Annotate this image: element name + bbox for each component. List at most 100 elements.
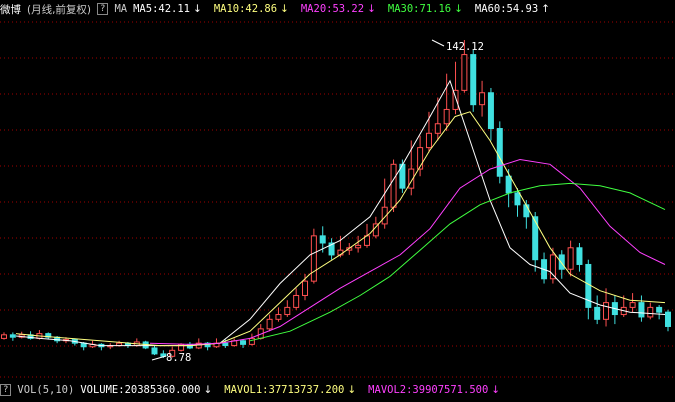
candle-19 [169, 346, 176, 358]
candle-body [275, 314, 282, 320]
candle-29 [257, 324, 264, 340]
candle-body [647, 306, 654, 318]
ma60-text: MA60:54.93 [474, 3, 539, 15]
low-marker-line [151, 355, 167, 361]
candle-17 [151, 345, 158, 356]
candle-55 [487, 87, 494, 141]
ma30-value: MA30:71.16 ↓ [388, 3, 469, 15]
candle-62 [549, 247, 556, 284]
candle-58 [514, 188, 521, 217]
candle-37 [328, 238, 335, 260]
candle-body [355, 244, 362, 249]
grid-lines [0, 21, 675, 378]
ma20-value: MA20:53.22 ↓ [301, 3, 382, 15]
candle-body [240, 340, 247, 345]
candle-74 [656, 305, 663, 320]
candle-body [284, 306, 291, 316]
candle-body [443, 108, 450, 125]
candle-body [328, 242, 335, 256]
candle-body [434, 123, 441, 134]
ma10-value: MA10:42.86 ↓ [214, 3, 295, 15]
mavol1-text: MAVOL1:37713737.200 [224, 384, 345, 396]
volume-header: ? VOL(5,10) VOLUME:20385360.000 ↓ MAVOL1:… [0, 380, 675, 400]
candle-66 [585, 259, 592, 320]
ma5-line [15, 79, 666, 347]
candle-40 [355, 235, 362, 253]
candle-body [248, 337, 255, 345]
high-marker-line [431, 39, 445, 47]
ma20-text: MA20:53.22 [300, 3, 365, 15]
vol-label[interactable]: VOL(5,10) [17, 384, 75, 396]
candle-body [479, 92, 486, 106]
candle-47 [417, 135, 424, 177]
candle-body [567, 247, 574, 270]
candle-65 [576, 243, 583, 272]
candle-31 [275, 307, 282, 322]
low-label: 8.78 [166, 352, 191, 364]
candle-50 [443, 73, 450, 131]
candle-35 [310, 228, 317, 284]
candle-1 [9, 332, 16, 341]
candle-body [505, 175, 512, 194]
arrow-down-icon: ↓ [280, 3, 289, 15]
candle-body [381, 206, 388, 225]
candle-body [319, 235, 326, 244]
candle-body [151, 347, 158, 355]
ma10-text: MA10:42.86 [213, 3, 278, 15]
candle-43 [381, 178, 388, 229]
candle-54 [479, 80, 486, 117]
candle-68 [603, 288, 610, 327]
ma-lines [15, 79, 666, 347]
help-button[interactable]: ? [0, 384, 12, 396]
candle-73 [647, 302, 654, 320]
candle-51 [452, 61, 459, 115]
candle-body [594, 306, 601, 320]
candle-body [310, 235, 317, 282]
candle-71 [629, 293, 636, 313]
annotations: 142.12 8.78 [151, 39, 484, 364]
candle-body [1, 334, 7, 339]
candle-body [9, 334, 16, 338]
candle-body [45, 333, 52, 338]
candle-body [266, 318, 273, 330]
help-button[interactable]: ? [97, 3, 109, 15]
candle-body [390, 163, 397, 208]
price-mode[interactable]: (月线,前复权) [27, 3, 92, 16]
candle-body [461, 54, 468, 91]
volume-value: VOLUME:20385360.000 ↓ [80, 384, 218, 396]
ma-label[interactable]: MA [114, 3, 128, 15]
mavol1-value: MAVOL1:37713737.200 ↓ [224, 384, 362, 396]
candle-0 [1, 332, 7, 340]
arrow-down-icon: ↓ [193, 3, 202, 15]
ma5-value: MA5:42.11 ↓ [133, 3, 208, 15]
candle-body [302, 280, 309, 296]
candle-body [532, 216, 539, 261]
candle-30 [266, 314, 273, 332]
candle-body [638, 302, 645, 318]
candle-61 [541, 252, 548, 284]
candle-44 [390, 159, 397, 212]
candle-53 [470, 49, 477, 112]
candle-11 [98, 343, 105, 351]
ma30-text: MA30:71.16 [387, 3, 452, 15]
candle-body [408, 168, 415, 189]
candle-12 [107, 343, 114, 350]
ma10-line [15, 111, 666, 347]
candle-5 [45, 332, 52, 340]
candle-2 [18, 331, 25, 339]
candle-body [603, 302, 610, 320]
candle-body [470, 54, 477, 106]
arrow-down-icon: ↓ [454, 3, 463, 15]
ma30-line [249, 182, 666, 342]
candle-body [293, 294, 300, 308]
arrow-down-icon: ↓ [203, 384, 213, 396]
arrow-down-icon: ↓ [347, 384, 357, 396]
candle-72 [638, 295, 645, 322]
candle-33 [293, 288, 300, 310]
volume-text: VOLUME:20385360.000 [80, 384, 201, 396]
candle-28 [248, 333, 255, 346]
arrow-up-icon: ↑ [541, 3, 550, 15]
candle-body [204, 342, 211, 348]
high-label: 142.12 [446, 41, 484, 53]
